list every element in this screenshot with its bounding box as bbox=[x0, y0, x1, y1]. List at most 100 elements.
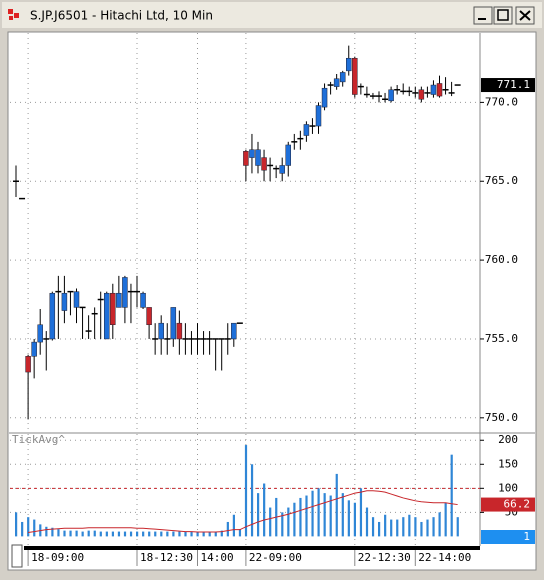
x-tick-label: 14:00 bbox=[201, 551, 234, 564]
y-tick-label: 760.0 bbox=[485, 253, 518, 266]
volume-bar bbox=[184, 531, 187, 537]
scroll-handle[interactable] bbox=[11, 544, 23, 568]
last-value-label: 66.2 bbox=[504, 498, 531, 511]
volume-bar bbox=[202, 531, 205, 537]
time-strip bbox=[24, 546, 480, 550]
volume-bar bbox=[57, 529, 60, 537]
volume-bar bbox=[142, 531, 145, 537]
candle-body bbox=[73, 291, 80, 308]
candle-body bbox=[243, 151, 249, 166]
candle-body bbox=[170, 307, 177, 340]
y-tick-label: 750.0 bbox=[485, 411, 518, 424]
candle-body bbox=[140, 292, 146, 308]
volume-bar bbox=[450, 454, 453, 537]
volume-bar bbox=[371, 517, 375, 537]
candle-body bbox=[352, 57, 358, 95]
volume-bar bbox=[111, 531, 114, 537]
candle-body bbox=[104, 292, 110, 340]
candle-body bbox=[255, 149, 261, 166]
volume-bar bbox=[160, 531, 163, 537]
x-tick-label: 22-12:30 bbox=[358, 551, 411, 564]
volume-bar bbox=[317, 488, 320, 537]
volume-bar bbox=[123, 531, 127, 537]
volume-bar bbox=[75, 530, 78, 537]
volume-bar bbox=[226, 521, 229, 537]
volume-bar bbox=[293, 502, 296, 537]
volume-bar bbox=[196, 531, 199, 537]
volume-bar bbox=[263, 483, 266, 537]
volume-bar bbox=[444, 502, 447, 537]
volume-bar bbox=[432, 517, 435, 537]
volume-bar bbox=[81, 531, 84, 537]
candle-body bbox=[61, 292, 68, 311]
volume-bar bbox=[250, 464, 254, 537]
volume-bar bbox=[148, 531, 151, 537]
candle-body bbox=[249, 149, 255, 158]
volume-bar bbox=[456, 517, 459, 537]
y-tick-label: 770.0 bbox=[485, 95, 518, 108]
candle-body bbox=[321, 87, 328, 108]
volume-bar bbox=[384, 514, 387, 537]
volume-bar bbox=[329, 495, 332, 537]
volume-bar bbox=[390, 519, 393, 537]
close-button[interactable] bbox=[515, 6, 535, 25]
volume-bar bbox=[365, 507, 369, 537]
volume-bar bbox=[21, 521, 24, 537]
candle-body bbox=[31, 341, 37, 357]
volume-bar bbox=[257, 493, 260, 537]
volume-bar bbox=[341, 493, 344, 537]
volume-bar bbox=[305, 495, 308, 537]
x-tick-label: 18-12:30 bbox=[140, 551, 193, 564]
volume-bar bbox=[402, 517, 405, 537]
candle-body bbox=[122, 277, 128, 308]
minimize-button[interactable] bbox=[473, 6, 493, 25]
volume-bar bbox=[129, 531, 133, 537]
volume-bar bbox=[166, 531, 169, 537]
y-tick-label: 100 bbox=[498, 481, 518, 494]
volume-bar bbox=[45, 526, 48, 537]
volume-bar bbox=[154, 531, 157, 537]
candle-body bbox=[146, 307, 152, 326]
candle-body bbox=[388, 89, 394, 102]
volume-bar bbox=[420, 521, 423, 537]
volume-bar bbox=[335, 473, 338, 537]
candle-body bbox=[158, 322, 164, 340]
maximize-button[interactable] bbox=[493, 6, 513, 25]
volume-bar bbox=[117, 531, 121, 537]
app-icon bbox=[8, 9, 19, 20]
volume-bar bbox=[214, 531, 217, 537]
y-tick-label: 755.0 bbox=[485, 332, 518, 345]
volume-bar bbox=[220, 530, 223, 537]
window-title: S.JP.J6501 - Hitachi Ltd, 10 Min bbox=[30, 9, 213, 23]
volume-bar bbox=[105, 531, 108, 537]
volume-bar bbox=[238, 529, 242, 537]
volume-bar bbox=[33, 519, 36, 537]
volume-bar bbox=[87, 530, 90, 537]
chart-panel bbox=[7, 31, 537, 571]
volume-bar bbox=[353, 502, 356, 537]
last-price-box bbox=[481, 78, 535, 93]
marker-label: 1 bbox=[523, 530, 530, 543]
volume-bar bbox=[172, 531, 175, 537]
candle-body bbox=[279, 165, 285, 174]
volume-bar bbox=[396, 519, 399, 537]
average-line bbox=[28, 490, 458, 534]
candle-body bbox=[315, 105, 322, 127]
volume-bar bbox=[347, 500, 350, 537]
volume-bar bbox=[281, 512, 284, 537]
volume-bar bbox=[269, 507, 272, 537]
volume-bar bbox=[190, 531, 193, 537]
title-bar bbox=[2, 2, 542, 28]
volume-bar bbox=[287, 507, 290, 537]
candle-body bbox=[37, 324, 43, 343]
volume-bar bbox=[232, 514, 235, 537]
volume-bar bbox=[426, 519, 429, 537]
volume-bar bbox=[93, 530, 96, 537]
candle-body bbox=[436, 83, 443, 97]
indicator-title: TickAvg^ bbox=[12, 433, 65, 446]
candle-body bbox=[333, 78, 340, 87]
candle-body bbox=[49, 292, 56, 340]
volume-bar bbox=[438, 512, 441, 537]
volume-bar bbox=[63, 530, 66, 537]
candle-body bbox=[261, 157, 267, 171]
